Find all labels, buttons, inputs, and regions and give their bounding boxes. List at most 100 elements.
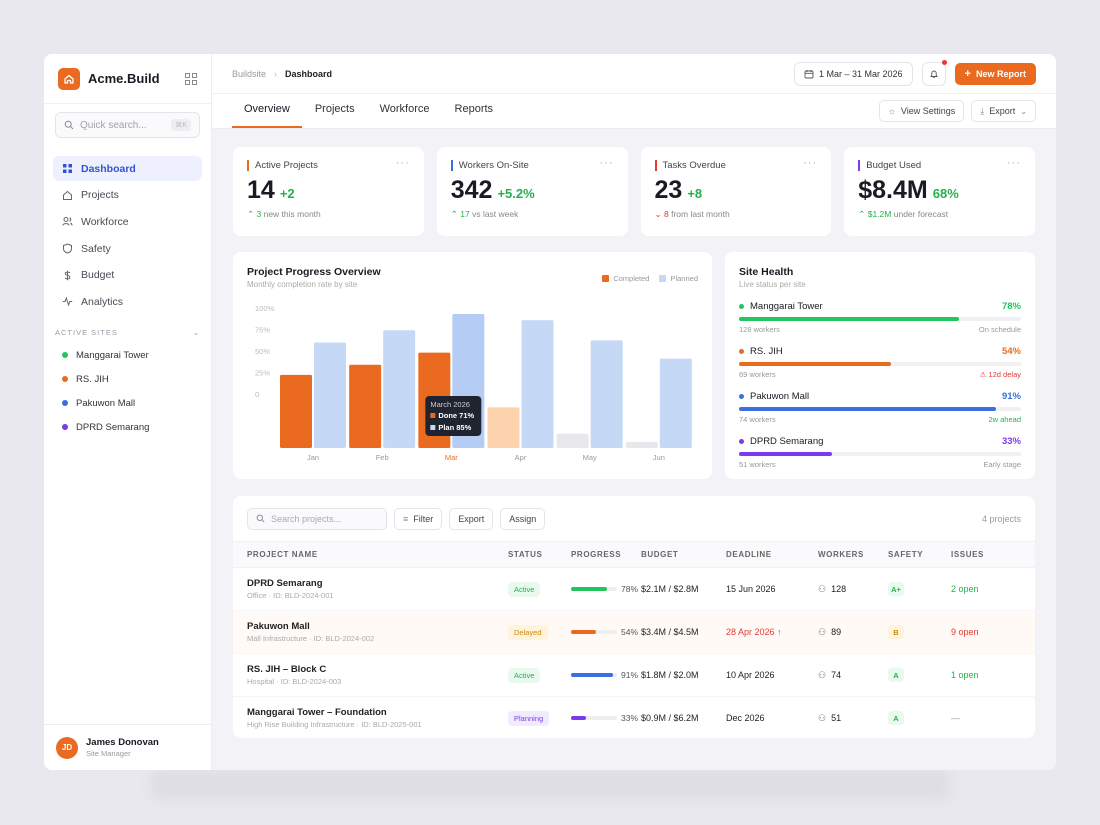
- tab-workforce[interactable]: Workforce: [379, 103, 430, 115]
- active-site-label: Pakuwon Mall: [76, 397, 136, 409]
- kpi-delta: +8: [687, 186, 703, 201]
- sidebar-item-budget[interactable]: Budget: [53, 263, 202, 288]
- active-site-item[interactable]: RS. JIH: [44, 367, 211, 391]
- filter-button[interactable]: ≡ Filter: [394, 507, 443, 530]
- export-dropdown-button[interactable]: ⤓ Export ⌄: [971, 100, 1036, 122]
- project-search-placeholder: Search projects...: [271, 513, 342, 524]
- kpi-delta: +2: [279, 186, 295, 201]
- user-name: James Donovan: [86, 737, 159, 748]
- site-health-row[interactable]: RS. JIH 54% 69 workers ⚠ 12d delay: [739, 346, 1021, 379]
- site-health-row[interactable]: Pakuwon Mall 91% 74 workers 2w ahead: [739, 391, 1021, 424]
- kpi-delta: 68%: [932, 186, 959, 201]
- project-search-input[interactable]: Search projects...: [247, 507, 387, 530]
- sidebar-item-workforce[interactable]: Workforce: [53, 209, 202, 234]
- column-header[interactable]: PROGRESS: [571, 541, 641, 568]
- issues-cell[interactable]: 2 open: [951, 567, 1035, 611]
- site-health-row[interactable]: DPRD Semarang 33% 51 workers Early stage: [739, 436, 1021, 469]
- active-site-item[interactable]: Manggarai Tower: [44, 343, 211, 367]
- progress-value: 78%: [621, 584, 639, 594]
- tab-overview[interactable]: Overview: [232, 103, 302, 128]
- active-site-item[interactable]: Pakuwon Mall: [44, 391, 211, 415]
- issues-cell[interactable]: —: [951, 696, 1035, 740]
- legend-swatch: [659, 275, 667, 282]
- search-icon: [64, 120, 74, 130]
- breadcrumb-root[interactable]: Buildsite: [232, 68, 267, 79]
- more-icon[interactable]: ···: [395, 157, 410, 169]
- active-site-item[interactable]: DPRD Semarang: [44, 415, 211, 439]
- site-health-row[interactable]: Manggarai Tower 78% 128 workers On schedule: [739, 301, 1021, 334]
- home-icon: [61, 189, 73, 201]
- legend-label: Planned: [670, 274, 698, 283]
- sidebar: Acme.Build Quick search... ⌘K Dashboard P…: [44, 54, 212, 770]
- shortcut-hint: ⌘K: [171, 119, 191, 131]
- column-header[interactable]: DEADLINE: [726, 541, 818, 568]
- table-row[interactable]: Pakuwon Mall Mall Infrastructure · ID: BL…: [233, 610, 1035, 654]
- filter-label: Filter: [413, 513, 434, 524]
- project-name[interactable]: Pakuwon Mall: [247, 621, 310, 632]
- sidebar-item-label: Analytics: [81, 295, 124, 308]
- assign-label: Assign: [509, 513, 537, 524]
- new-report-button[interactable]: + New Report: [954, 62, 1036, 85]
- x-tick-label: Apr: [515, 453, 527, 462]
- tooltip-swatch: [430, 425, 436, 430]
- layout-grid-icon[interactable]: [185, 72, 197, 85]
- tab-reports[interactable]: Reports: [454, 103, 494, 115]
- planned-bar: [383, 330, 416, 448]
- column-header[interactable]: STATUS: [508, 541, 571, 568]
- status-dot: [62, 352, 68, 359]
- budget-cell: $3.4M / $4.5M: [641, 610, 726, 654]
- status-dot: [739, 304, 744, 309]
- chevron-down-icon: ⌄: [192, 328, 200, 338]
- column-header[interactable]: BUDGET: [641, 541, 726, 568]
- user-profile[interactable]: JD James Donovan Site Manager: [44, 724, 211, 770]
- project-name[interactable]: RS. JIH – Block C: [247, 664, 327, 675]
- site-progress-fill: [739, 362, 892, 366]
- site-progress-bar: [739, 452, 1021, 456]
- view-settings-button[interactable]: ☼ View Settings: [878, 100, 965, 122]
- quick-search-placeholder: Quick search...: [80, 119, 147, 131]
- active-sites-list: Manggarai Tower RS. JIH Pakuwon Mall DPRD S…: [44, 343, 211, 439]
- site-progress-fill: [739, 407, 996, 411]
- issues-cell[interactable]: 1 open: [951, 653, 1035, 697]
- safety-badge: A+: [888, 582, 904, 596]
- table-row[interactable]: Manggarai Tower – Foundation High Rise Bu…: [233, 696, 1035, 740]
- kpi-value: $8.4M: [858, 176, 928, 204]
- kpi-card: Tasks Overdue ··· 23 +8 ⌄ 8 from last month: [640, 147, 832, 236]
- more-icon[interactable]: ···: [803, 157, 818, 169]
- assign-button[interactable]: Assign: [500, 507, 546, 530]
- kpi-foot-number: 3: [256, 209, 262, 219]
- sidebar-item-safety[interactable]: Safety: [53, 236, 202, 261]
- notifications-button[interactable]: [921, 59, 947, 86]
- sidebar-item-projects[interactable]: Projects: [53, 183, 202, 208]
- site-name: DPRD Semarang: [750, 436, 824, 447]
- more-icon[interactable]: ···: [599, 157, 614, 169]
- table-export-button[interactable]: Export: [449, 507, 494, 530]
- tab-projects[interactable]: Projects: [314, 103, 355, 115]
- deadline-cell: Dec 2026: [726, 696, 818, 740]
- active-sites-heading[interactable]: ACTIVE SITES ⌄: [55, 328, 200, 337]
- column-header[interactable]: ISSUES: [951, 541, 1035, 568]
- sidebar-item-dashboard[interactable]: Dashboard: [53, 156, 202, 181]
- progress-value: 54%: [621, 627, 639, 637]
- sidebar-item-label: Dashboard: [81, 162, 136, 175]
- house-logo-icon: [58, 67, 80, 90]
- progress-chart-card: Project Progress Overview Monthly comple…: [233, 252, 712, 479]
- kpi-foot-number: 17: [460, 209, 470, 219]
- top-bar: Buildsite › Dashboard 1 Mar – 31 Mar 202…: [212, 54, 1056, 94]
- table-row[interactable]: RS. JIH – Block C Hospital · ID: BLD-2024…: [233, 653, 1035, 697]
- project-name[interactable]: Manggarai Tower – Foundation: [247, 707, 387, 718]
- tooltip-title: March 2026: [430, 400, 470, 409]
- active-site-label: RS. JIH: [76, 373, 109, 385]
- more-icon[interactable]: ···: [1007, 157, 1021, 169]
- project-name[interactable]: DPRD Semarang: [247, 578, 323, 589]
- issues-cell[interactable]: 9 open: [951, 610, 1035, 654]
- column-header[interactable]: WORKERS: [818, 541, 888, 568]
- column-header[interactable]: PROJECT NAME: [233, 541, 508, 568]
- safety-badge: B: [888, 625, 904, 639]
- date-range-picker[interactable]: 1 Mar – 31 Mar 2026: [794, 61, 913, 86]
- quick-search-input[interactable]: Quick search... ⌘K: [55, 112, 200, 138]
- sidebar-item-analytics[interactable]: Analytics: [53, 289, 202, 314]
- new-report-label: New Report: [975, 68, 1026, 79]
- table-row[interactable]: DPRD Semarang Office · ID: BLD-2024-001 Ac…: [233, 567, 1035, 611]
- column-header[interactable]: SAFETY: [888, 541, 951, 568]
